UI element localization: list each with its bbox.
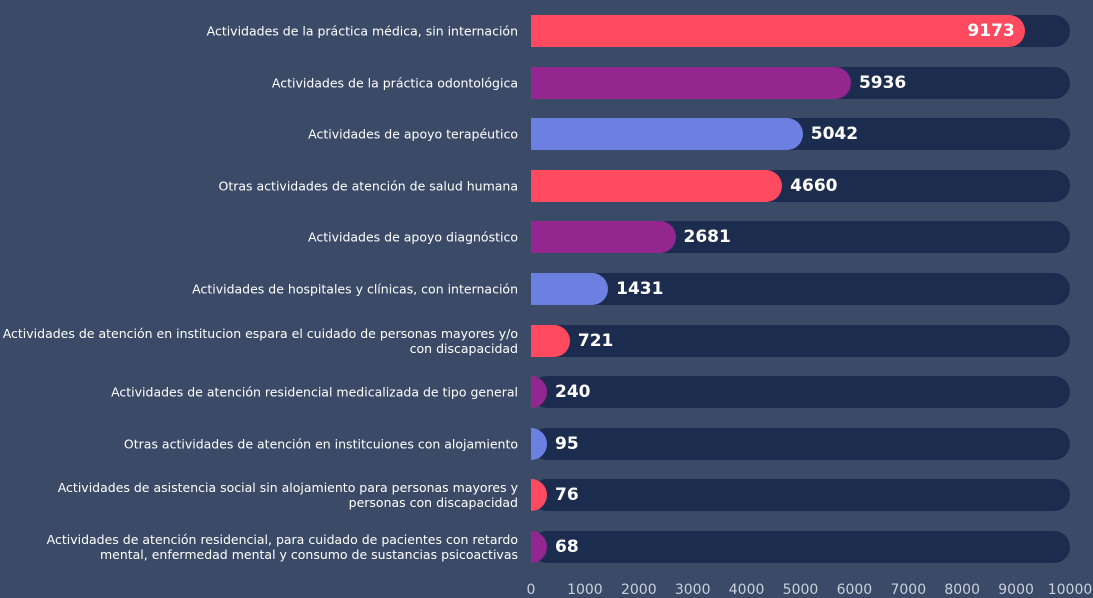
value-label: 721 [577, 330, 614, 351]
value-label: 68 [555, 537, 579, 557]
category-label: Actividades de atención residencial, par… [46, 532, 518, 562]
bar [531, 169, 783, 202]
value-label: 9173 [967, 21, 1015, 41]
value-label: 2681 [683, 227, 731, 248]
value-label: 5042 [810, 124, 859, 145]
category-label: Actividades de la práctica médica, sin i… [206, 23, 518, 39]
value-label: 76 [555, 485, 579, 506]
bar [531, 118, 803, 151]
x-tick-label: 1000 [567, 582, 603, 598]
bar [531, 66, 851, 99]
category-label: Actividades de atención residencial medi… [111, 384, 518, 400]
bar [531, 273, 609, 305]
value-label: 95 [555, 433, 579, 454]
value-label: 5936 [858, 72, 907, 93]
category-label: Actividades de atención en institucion e… [2, 325, 518, 356]
x-tick-label: 0 [526, 582, 536, 598]
bar [531, 324, 570, 357]
bar-track [531, 324, 1070, 357]
category-label: Actividades de apoyo diagnóstico [308, 229, 518, 245]
x-tick-label: 7000 [890, 582, 927, 598]
category-label: Actividades de hospitales y clínicas, co… [192, 281, 518, 297]
x-tick-label: 5000 [782, 582, 819, 598]
bar-track [531, 376, 1070, 409]
x-tick-label: 8000 [944, 582, 981, 598]
value-label: 1431 [616, 279, 664, 299]
bar [531, 531, 547, 563]
category-label: Actividades de apoyo terapéutico [308, 126, 518, 142]
x-tick-label: 9000 [998, 582, 1034, 598]
bar-track [531, 531, 1070, 563]
x-tick-label: 10000 [1047, 582, 1093, 598]
bar-track [531, 427, 1070, 460]
x-tick-label: 4000 [728, 582, 765, 598]
bar-track [531, 479, 1070, 512]
bar [531, 221, 676, 254]
category-label: Actividades de la práctica odontológica [271, 75, 518, 91]
bar-track [531, 273, 1070, 305]
category-label: Otras actividades de atención en institc… [123, 436, 518, 452]
category-label: Otras actividades de atención de salud h… [218, 178, 518, 194]
bar [531, 479, 547, 512]
value-label: 240 [555, 382, 591, 403]
bar [531, 427, 547, 460]
x-tick-label: 3000 [674, 582, 711, 598]
x-tick-label: 6000 [836, 582, 873, 598]
category-label: Actividades de asistencia social sin alo… [57, 480, 518, 511]
x-tick-label: 2000 [620, 582, 657, 598]
bar [531, 376, 547, 409]
value-label: 4660 [790, 175, 838, 196]
bar [531, 15, 1026, 47]
